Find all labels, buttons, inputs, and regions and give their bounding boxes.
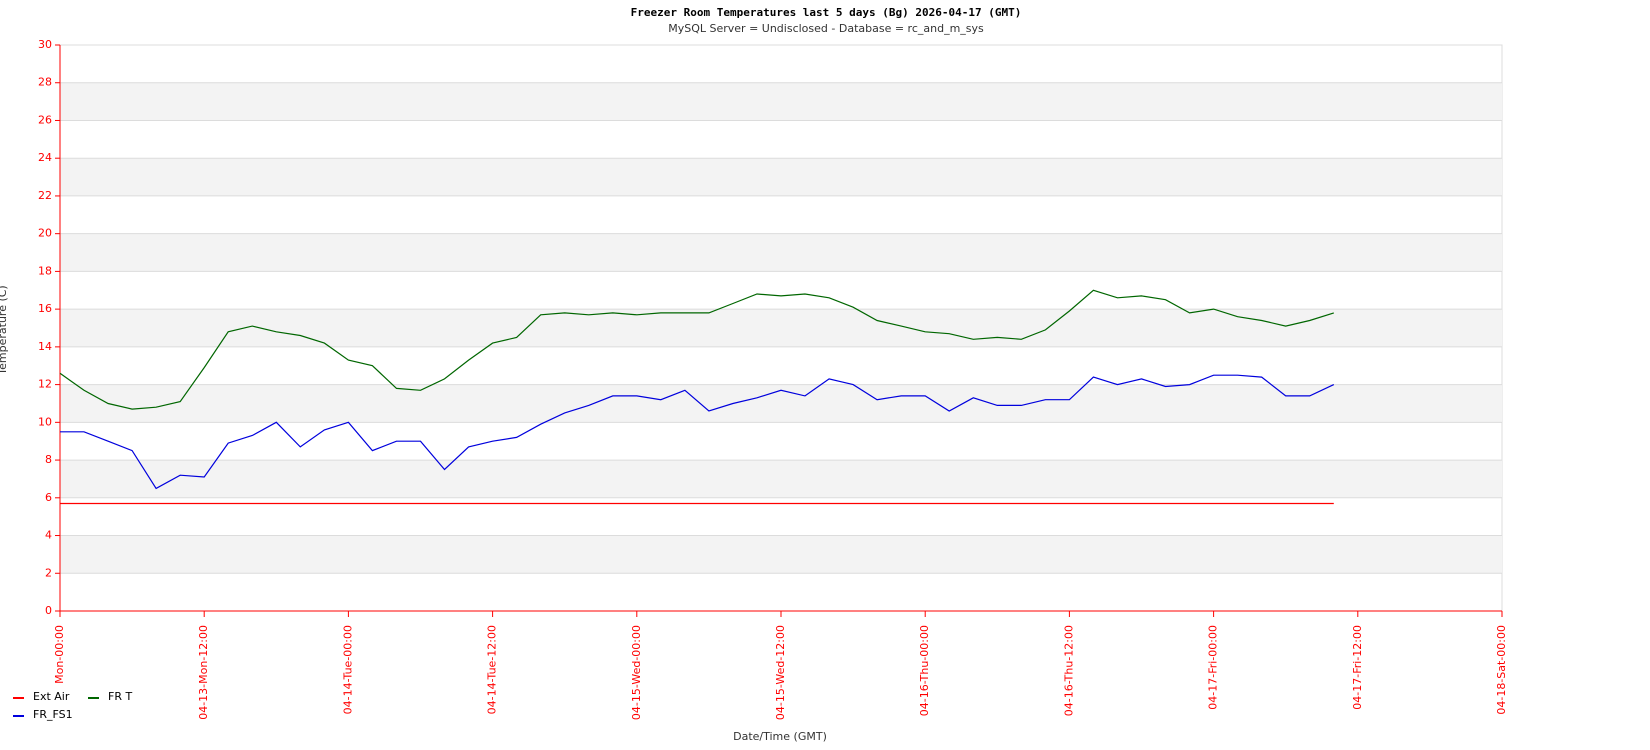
x-tick-label: 04-17-Fri-12:00: [1351, 625, 1364, 710]
y-tick-label: 16: [38, 302, 52, 315]
legend-label: FR_FS1: [33, 708, 73, 721]
grid-band: [60, 82, 1502, 121]
x-tick-label: 04-16-Thu-12:00: [1062, 625, 1075, 716]
y-tick-label: 12: [38, 378, 52, 391]
y-axis-label: Temperature (C): [0, 285, 9, 375]
y-tick-label: 0: [45, 604, 52, 617]
x-tick-label: Mon-00:00: [53, 625, 66, 684]
legend-label: Ext Air: [33, 690, 70, 703]
y-tick-label: 30: [38, 38, 52, 51]
y-tick-label: 14: [38, 340, 52, 353]
x-tick-label: 04-17-Fri-00:00: [1207, 625, 1220, 710]
y-tick-label: 24: [38, 151, 52, 164]
chart-title: Freezer Room Temperatures last 5 days (B…: [631, 6, 1022, 19]
y-tick-label: 2: [45, 566, 52, 579]
y-tick-label: 20: [38, 227, 52, 240]
chart-subtitle: MySQL Server = Undisclosed - Database = …: [668, 22, 984, 35]
x-tick-label: 04-15-Wed-12:00: [774, 625, 787, 720]
grid-band: [60, 535, 1502, 574]
y-tick-label: 6: [45, 491, 52, 504]
x-tick-label: 04-13-Mon-12:00: [197, 625, 210, 720]
data-line: [60, 374, 1335, 490]
y-tick-label: 8: [45, 453, 52, 466]
x-tick-label: 04-15-Wed-00:00: [630, 625, 643, 720]
x-tick-label: 04-16-Thu-00:00: [918, 625, 931, 716]
grid-band: [60, 309, 1502, 347]
x-tick-label: 04-18-Sat-00:00: [1495, 625, 1508, 715]
y-tick-label: 18: [38, 264, 52, 277]
legend-label: FR T: [108, 690, 132, 703]
y-tick-label: 10: [38, 415, 52, 428]
x-tick-label: 04-14-Tue-12:00: [486, 625, 499, 714]
grid-band: [60, 460, 1502, 498]
data-line: [59, 289, 1334, 410]
y-tick-label: 28: [38, 76, 52, 89]
y-tick-label: 22: [38, 189, 52, 202]
grid-band: [60, 158, 1502, 196]
y-tick-label: 4: [45, 529, 52, 542]
y-tick-label: 26: [38, 113, 52, 126]
x-tick-label: 04-14-Tue-00:00: [341, 625, 354, 714]
grid-band: [60, 233, 1502, 272]
x-axis-label: Date/Time (GMT): [733, 730, 827, 743]
